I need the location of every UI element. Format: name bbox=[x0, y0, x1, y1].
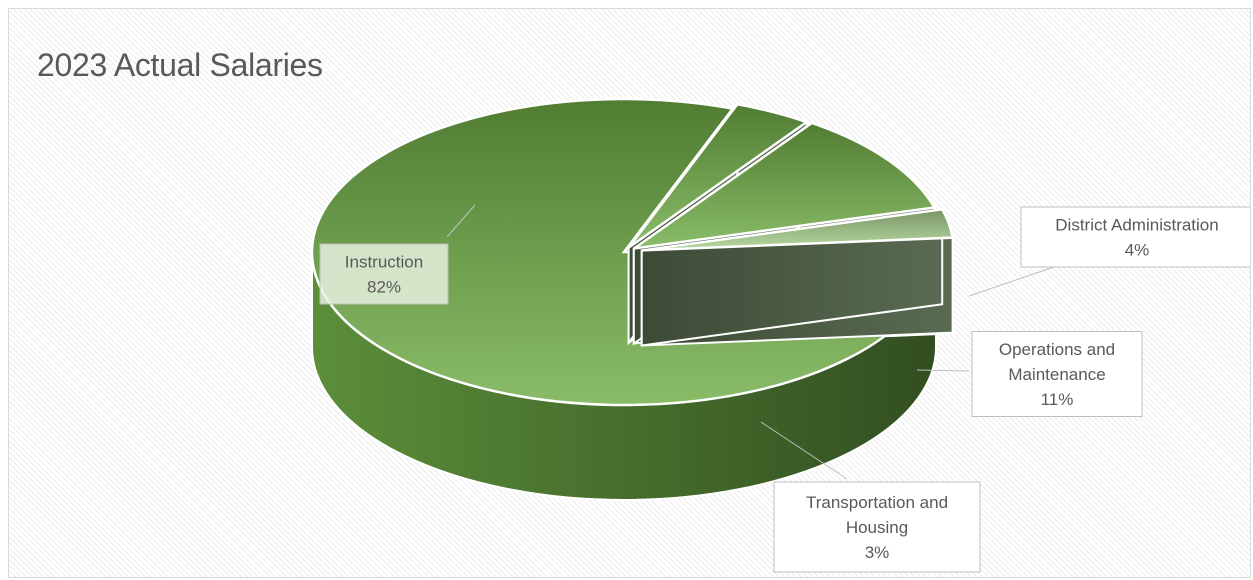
slice-top bbox=[641, 207, 955, 252]
data-label-category: District Administration bbox=[1055, 216, 1218, 235]
leader-line bbox=[446, 204, 476, 238]
pie-slices bbox=[310, 97, 955, 501]
data-label-box bbox=[319, 243, 449, 305]
leader-line bbox=[916, 369, 970, 372]
data-label-category: Housing bbox=[846, 518, 908, 537]
leader-line bbox=[968, 266, 1055, 297]
data-label-category: Instruction bbox=[345, 253, 423, 272]
leader-line bbox=[760, 421, 848, 480]
data-label-percent: 4% bbox=[1125, 241, 1150, 260]
data-label-percent: 11% bbox=[1041, 390, 1074, 409]
data-label-district-administration: District Administration 4% bbox=[968, 206, 1250, 297]
slice-top bbox=[627, 102, 810, 249]
data-label-category: Transportation and bbox=[806, 493, 948, 512]
pie-slice-transportation-and-housing bbox=[640, 207, 955, 347]
data-label-instruction: Instruction 82% bbox=[319, 204, 476, 305]
data-label-transportation-and-housing: Transportation and Housing 3% bbox=[760, 421, 981, 573]
chart-area: 2023 Actual Salaries Instruction 82% Distr… bbox=[8, 8, 1251, 578]
data-label-box bbox=[1020, 206, 1250, 268]
chart-title: 2023 Actual Salaries bbox=[37, 47, 323, 83]
data-label-percent: 3% bbox=[865, 543, 890, 562]
data-label-operations-and-maintenance: Operations and Maintenance 11% bbox=[916, 331, 1143, 417]
data-label-category: Operations and bbox=[999, 340, 1115, 359]
slice-top bbox=[633, 121, 937, 250]
data-label-box bbox=[773, 481, 981, 573]
data-label-box bbox=[971, 331, 1143, 417]
data-label-percent: 82% bbox=[367, 278, 401, 297]
data-label-category: Maintenance bbox=[1008, 365, 1105, 384]
pie-chart: Instruction 82% District Administration 4% O… bbox=[310, 97, 1250, 573]
